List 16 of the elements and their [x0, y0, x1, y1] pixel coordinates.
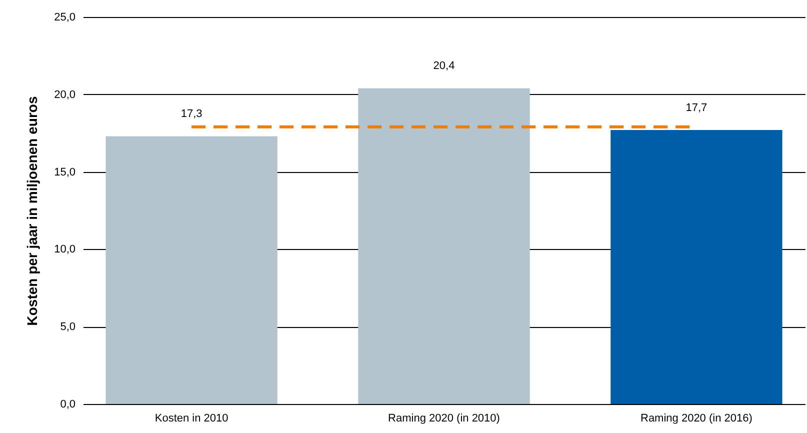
y-tick-label: 15,0 [54, 166, 76, 178]
y-tick-label: 25,0 [54, 12, 76, 24]
y-tick-label: 10,0 [54, 244, 76, 256]
bar [106, 136, 278, 404]
data-label: 17,3 [180, 108, 202, 120]
x-tick-label: Raming 2020 (in 2016) [640, 412, 752, 424]
y-axis-title: Kosten per jaar in miljoenen euros [24, 96, 40, 326]
x-tick-label: Kosten in 2010 [154, 412, 228, 424]
y-tick-label: 20,0 [54, 88, 76, 101]
bar [610, 130, 782, 404]
x-tick-label: Raming 2020 (in 2010) [388, 412, 500, 424]
y-tick-label: 0,0 [60, 398, 76, 410]
bar [358, 88, 530, 404]
data-label: 17,7 [686, 102, 708, 114]
y-tick-label: 5,0 [60, 321, 76, 334]
data-label: 20,4 [433, 60, 455, 72]
